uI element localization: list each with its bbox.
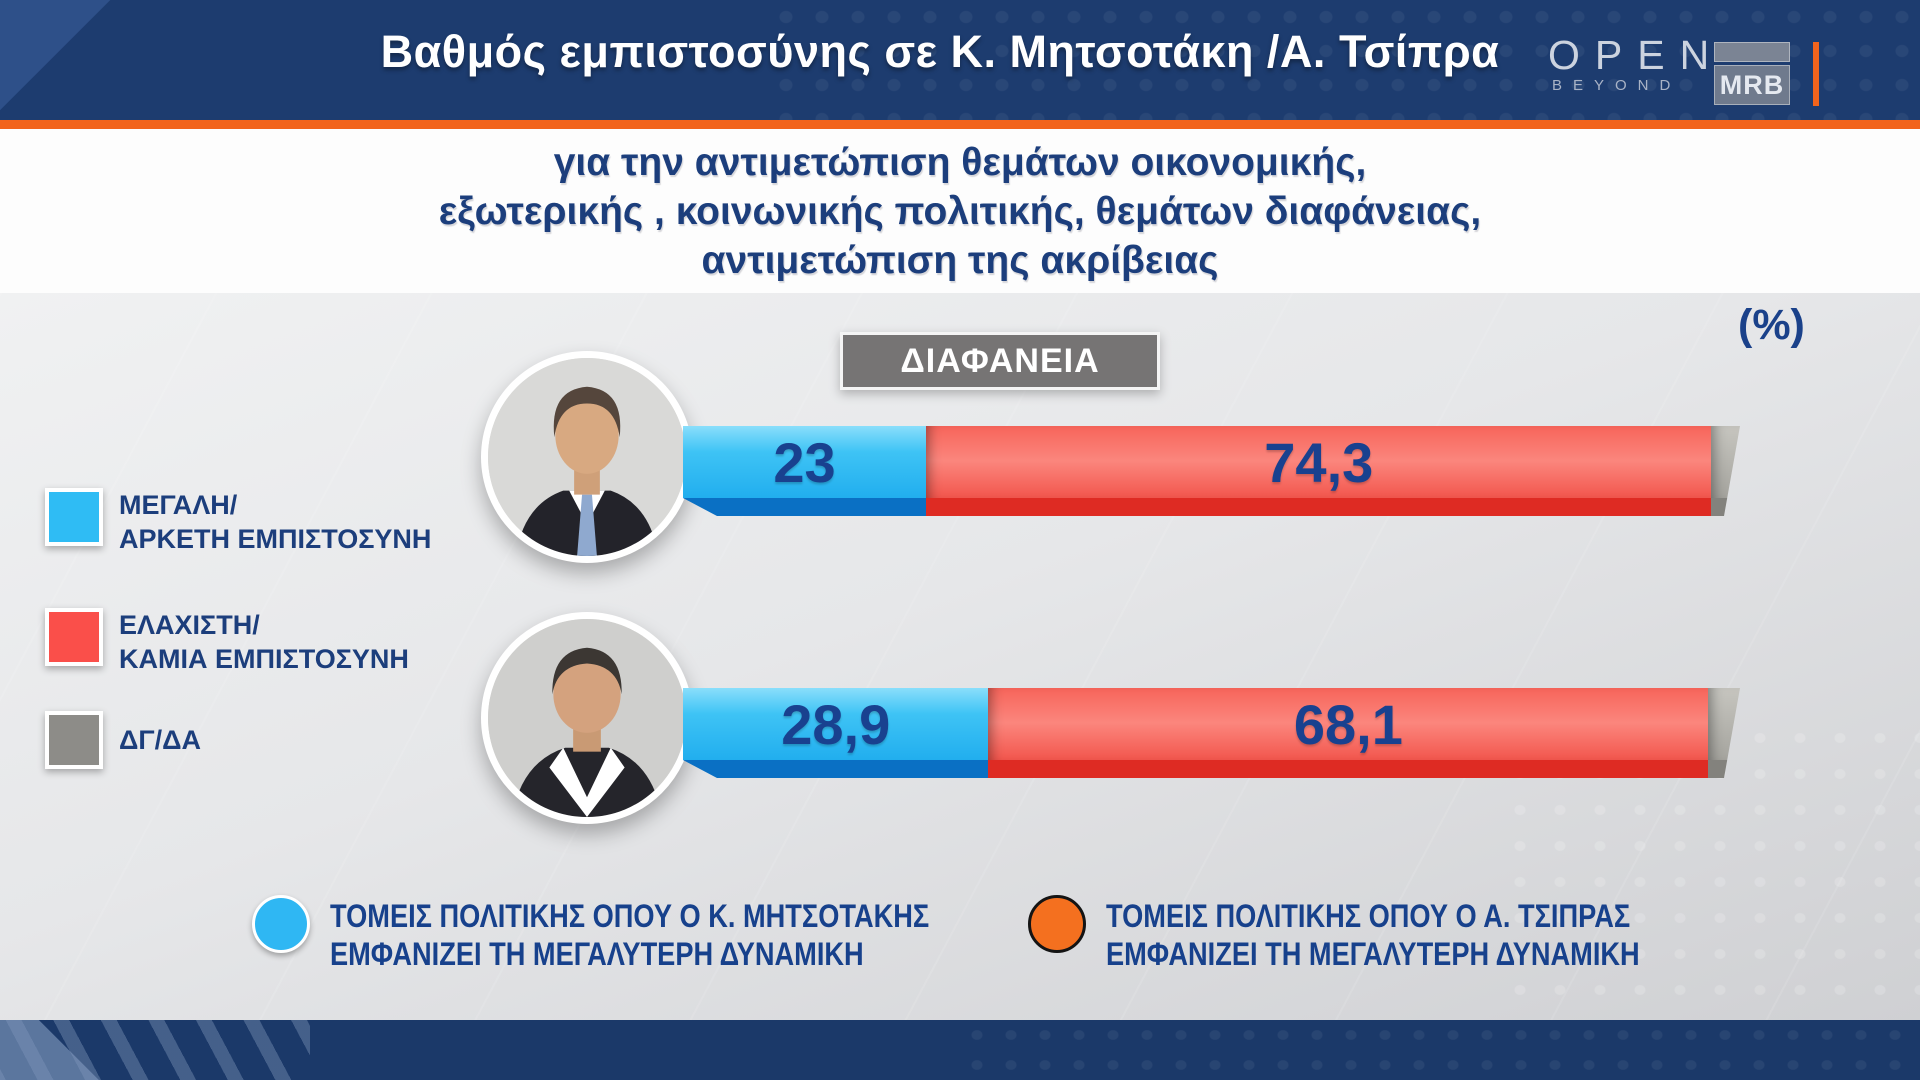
photo-tsipras [481, 612, 693, 824]
bar-value-label: 74,3 [1264, 430, 1374, 494]
footer-bar [0, 1020, 1920, 1080]
bar-bevel-segment [926, 498, 1711, 516]
legend-label-line: ΜΕΓΑΛΗ/ [119, 490, 238, 520]
bar-value-label: 68,1 [1293, 692, 1403, 756]
subtitle-line-1: για την αντιμετώπιση θεμάτων οικονομικής… [553, 140, 1367, 184]
open-channel-logo: OPEN BEYOND [1548, 34, 1724, 94]
bar-value-label: 28,9 [781, 692, 891, 756]
bar-segment-gray [1708, 688, 1740, 760]
category-chip: ΔΙΑΦΑΝΕΙΑ [840, 332, 1160, 390]
legend-swatch-gray-icon [45, 711, 103, 769]
orange-divider-tick [1813, 42, 1819, 106]
bar-bevel-segment [683, 760, 988, 778]
bar-row-tsipras: 28,9 68,1 [683, 688, 1740, 778]
note-line: ΕΜΦΑΝΙΖΕΙ ΤΗ ΜΕΓΑΛΥΤΕΡΗ ΔΥΝΑΜΙΚΗ [330, 936, 864, 972]
mrb-logo-text: MRB [1714, 65, 1790, 105]
legend-label-line: ΑΡΚΕΤΗ ΕΜΠΙΣΤΟΣΥΝΗ [119, 524, 432, 554]
note-line: ΤΟΜΕΙΣ ΠΟΛΙΤΙΚΗΣ ΟΠΟΥ Ο Α. ΤΣΙΠΡΑΣ [1106, 898, 1631, 934]
legend-label-low-trust: ΕΛΑΧΙΣΤΗ/ ΚΑΜΙΑ ΕΜΠΙΣΤΟΣΥΝΗ [119, 608, 409, 676]
legend-label-high-trust: ΜΕΓΑΛΗ/ ΑΡΚΕΤΗ ΕΜΠΙΣΤΟΣΥΝΗ [119, 488, 431, 556]
mrb-pollster-logo: MRB [1714, 42, 1790, 105]
legend-item-low-trust: ΕΛΑΧΙΣΤΗ/ ΚΑΜΙΑ ΕΜΠΙΣΤΟΣΥΝΗ [45, 608, 409, 676]
bar-value-label: 23 [773, 430, 836, 494]
chart-area: (%) ΔΙΑΦΑΝΕΙΑ 23 74,3 [0, 293, 1920, 1020]
bar-face: 23 74,3 [683, 426, 1740, 498]
open-logo-tagline: BEYOND [1552, 77, 1682, 94]
halftone-pattern [960, 1020, 1920, 1080]
bar-face: 28,9 68,1 [683, 688, 1740, 760]
percent-unit-label: (%) [1738, 301, 1805, 349]
bar-segment-red: 68,1 [988, 688, 1708, 760]
tsipras-portrait-illustration [488, 619, 686, 817]
bar-segment-gray [1711, 426, 1740, 498]
legend-item-dont-know: ΔΓ/ΔΑ [45, 711, 201, 769]
legend-label-line: ΔΓ/ΔΑ [119, 725, 202, 755]
bar-bevel-segment [988, 760, 1708, 778]
corner-accent [0, 0, 111, 111]
bar-bevel [683, 498, 1740, 516]
subtitle-line-2: εξωτερικής , κοινωνικής πολιτικής, θεμάτ… [438, 189, 1482, 233]
mitsotakis-portrait-illustration [488, 358, 686, 556]
subtitle-band: για την αντιμετώπιση θεμάτων οικονομικής… [0, 129, 1920, 293]
subtitle-line-3: αντιμετώπιση της ακρίβειας [701, 238, 1219, 282]
bar-bevel-segment [1711, 498, 1740, 516]
bar-row-mitsotakis: 23 74,3 [683, 426, 1740, 516]
page-title: Βαθμός εμπιστοσύνης σε Κ. Μητσοτάκη /Α. … [380, 26, 1500, 77]
legend-label-dont-know: ΔΓ/ΔΑ [119, 723, 201, 757]
note-dot-orange-icon [1028, 895, 1086, 953]
legend-label-line: ΕΛΑΧΙΣΤΗ/ [119, 610, 260, 640]
legend-swatch-red-icon [45, 608, 103, 666]
note-line: ΕΜΦΑΝΙΖΕΙ ΤΗ ΜΕΓΑΛΥΤΕΡΗ ΔΥΝΑΜΙΚΗ [1106, 936, 1640, 972]
bar-segment-blue: 28,9 [683, 688, 988, 760]
legend-item-high-trust: ΜΕΓΑΛΗ/ ΑΡΚΕΤΗ ΕΜΠΙΣΤΟΣΥΝΗ [45, 488, 431, 556]
bar-segment-red: 74,3 [926, 426, 1711, 498]
note-dot-blue-icon [252, 895, 310, 953]
legend-label-line: ΚΑΜΙΑ ΕΜΠΙΣΤΟΣΥΝΗ [119, 644, 409, 674]
category-chip-label: ΔΙΑΦΑΝΕΙΑ [900, 341, 1100, 380]
mrb-logo-block [1714, 42, 1790, 62]
header-bar: Βαθμός εμπιστοσύνης σε Κ. Μητσοτάκη /Α. … [0, 0, 1920, 120]
note-mitsotakis-strength: ΤΟΜΕΙΣ ΠΟΛΙΤΙΚΗΣ ΟΠΟΥ Ο Κ. ΜΗΤΣΟΤΑΚΗΣ ΕΜ… [330, 897, 929, 973]
note-line: ΤΟΜΕΙΣ ΠΟΛΙΤΙΚΗΣ ΟΠΟΥ Ο Κ. ΜΗΤΣΟΤΑΚΗΣ [330, 898, 930, 934]
note-tsipras-strength: ΤΟΜΕΙΣ ΠΟΛΙΤΙΚΗΣ ΟΠΟΥ Ο Α. ΤΣΙΠΡΑΣ ΕΜΦΑΝ… [1106, 897, 1640, 973]
legend-swatch-blue-icon [45, 488, 103, 546]
open-logo-text: OPEN [1548, 32, 1725, 78]
photo-mitsotakis [481, 351, 693, 563]
bar-bevel-segment [1708, 760, 1740, 778]
bar-segment-blue: 23 [683, 426, 926, 498]
orange-accent-bar [0, 120, 1920, 129]
bar-bevel-segment [683, 498, 926, 516]
bar-bevel [683, 760, 1740, 778]
